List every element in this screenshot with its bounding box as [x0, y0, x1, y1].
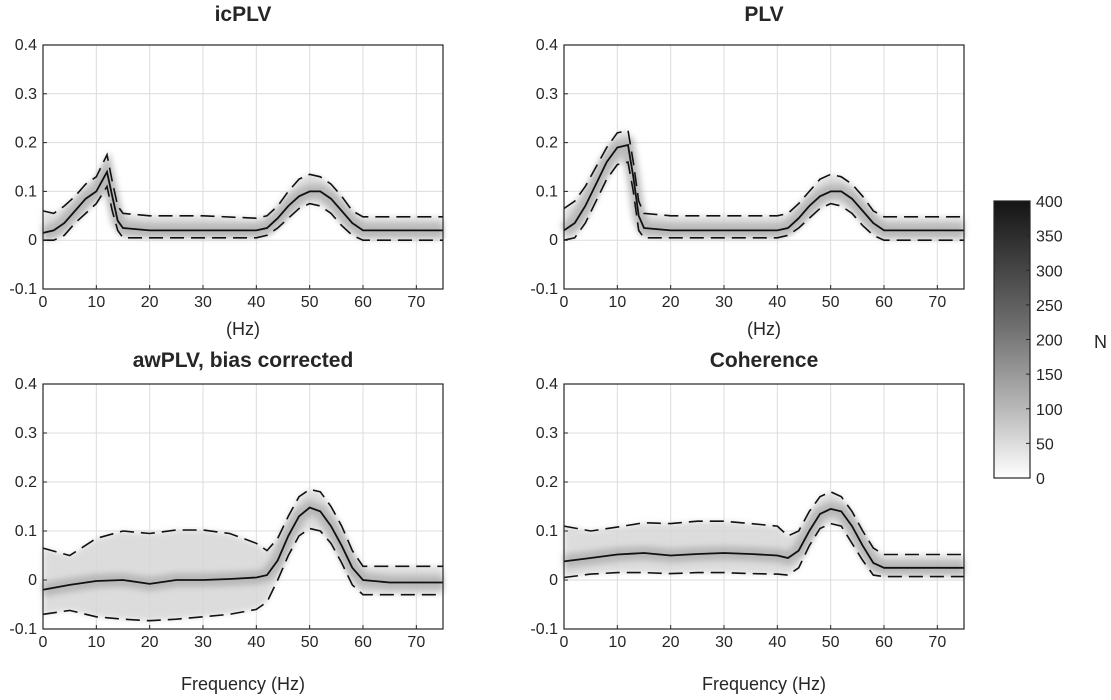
x-tick-label: 50: [301, 634, 319, 651]
y-tick-label: 0.3: [536, 425, 558, 442]
y-tick-label: -0.1: [530, 281, 558, 298]
y-tick-label: -0.1: [9, 281, 37, 298]
y-tick-label: -0.1: [530, 621, 558, 638]
lower-line: [563, 161, 964, 241]
lower-line: [43, 184, 443, 241]
y-tick-label: 0.3: [15, 86, 37, 103]
x-tick-label: 60: [875, 294, 893, 311]
y-tick-label: 0.4: [15, 376, 37, 393]
x-tick-label: 30: [194, 294, 212, 311]
x-tick-label: 70: [928, 294, 946, 311]
median-line: [42, 506, 443, 591]
x-tick-label: 50: [822, 634, 840, 651]
colorbar-tick-label: 0: [1036, 471, 1045, 488]
lower-line: [42, 527, 443, 622]
x-axis-label: Frequency (Hz): [702, 674, 826, 694]
x-tick-label: 10: [87, 634, 105, 651]
y-tick-label: 0.3: [536, 86, 558, 103]
axes-box: [42, 383, 444, 630]
colorbar-tick-label: 200: [1036, 333, 1063, 350]
panel-title: awPLV, bias corrected: [133, 349, 354, 372]
colorbar-label: N: [1094, 332, 1107, 352]
x-tick-label: 30: [715, 634, 733, 651]
lower-line: [563, 522, 964, 579]
y-tick-label: 0.3: [15, 425, 37, 442]
colorbar-tick-label: 400: [1036, 194, 1063, 211]
y-tick-label: 0.1: [15, 523, 37, 540]
y-tick-label: 0.4: [536, 37, 558, 54]
y-tick-label: 0.1: [536, 183, 558, 200]
y-tick-label: -0.1: [9, 621, 37, 638]
x-tick-label: 0: [39, 294, 48, 311]
x-tick-label: 10: [87, 294, 105, 311]
panel-coherence: Coherence Frequency (Hz) 0 10 20 30 40 50 60 70…: [530, 349, 965, 694]
x-axis-label: (Hz): [747, 319, 781, 339]
colorbar-gradient: [993, 200, 1031, 479]
upper-line: [563, 490, 964, 556]
y-tick-label: 0: [549, 232, 558, 249]
y-tick-label: 0.1: [15, 183, 37, 200]
x-tick-label: 60: [354, 294, 372, 311]
x-tick-label: 70: [407, 294, 425, 311]
y-tick-label: 0.2: [15, 474, 37, 491]
panel-icplv: icPLV (Hz) 0 10 20 30 40 50 60 70-0.100.10.20.3…: [9, 3, 444, 339]
median-line: [563, 143, 964, 232]
x-tick-label: 60: [354, 634, 372, 651]
y-tick-label: 0.4: [536, 376, 558, 393]
x-tick-label: 20: [141, 634, 159, 651]
x-axis-label: (Hz): [226, 319, 260, 339]
x-tick-label: 10: [608, 294, 626, 311]
panel-title: Coherence: [710, 349, 819, 372]
colorbar: N 0 50 100 150 200 250 300 350 400: [993, 194, 1107, 488]
median-line: [42, 169, 443, 234]
y-tick-label: 0: [28, 232, 37, 249]
colorbar-tick-label: 300: [1036, 263, 1063, 280]
y-tick-label: 0.1: [536, 523, 558, 540]
panel-plv: PLV (Hz) 0 10 20 30 40 50 60 70-0.100.10.20.30.…: [530, 3, 965, 339]
x-tick-label: 40: [247, 634, 265, 651]
x-tick-label: 50: [301, 294, 319, 311]
colorbar-tick-label: 50: [1036, 436, 1054, 453]
y-tick-label: 0: [549, 572, 558, 589]
colorbar-tick-label: 100: [1036, 402, 1063, 419]
colorbar-tick-label: 150: [1036, 367, 1063, 384]
x-tick-label: 0: [560, 634, 569, 651]
upper-line: [42, 488, 443, 568]
plot-area: [564, 45, 964, 289]
y-tick-label: 0.4: [15, 37, 37, 54]
x-tick-label: 20: [662, 294, 680, 311]
x-tick-label: 20: [662, 634, 680, 651]
colorbar-tick-label: 250: [1036, 298, 1063, 315]
y-tick-label: 0.2: [536, 474, 558, 491]
x-tick-label: 70: [928, 634, 946, 651]
x-tick-label: 60: [875, 634, 893, 651]
x-tick-label: 40: [768, 634, 786, 651]
y-tick-label: 0.2: [15, 135, 37, 152]
x-tick-label: 40: [768, 294, 786, 311]
colorbar-tick-label: 350: [1036, 229, 1063, 246]
panel-title: PLV: [744, 3, 783, 26]
x-tick-label: 40: [247, 294, 265, 311]
x-tick-label: 50: [822, 294, 840, 311]
x-tick-label: 30: [194, 634, 212, 651]
y-tick-label: 0.2: [536, 135, 558, 152]
x-tick-label: 20: [141, 294, 159, 311]
axes-box: [42, 44, 444, 290]
x-axis-label: Frequency (Hz): [181, 674, 305, 694]
x-tick-label: 0: [39, 634, 48, 651]
panel-title: icPLV: [215, 3, 272, 26]
panel-awplv: awPLV, bias corrected Frequency (Hz) 0 10…: [9, 349, 444, 694]
x-tick-label: 10: [608, 634, 626, 651]
axes-box: [563, 44, 965, 290]
axes-box: [563, 383, 965, 630]
plot-area: [564, 384, 964, 629]
x-tick-label: 30: [715, 294, 733, 311]
median-line: [563, 507, 964, 569]
y-tick-label: 0: [28, 572, 37, 589]
x-tick-label: 70: [407, 634, 425, 651]
upper-line: [563, 129, 964, 218]
x-tick-label: 0: [560, 294, 569, 311]
